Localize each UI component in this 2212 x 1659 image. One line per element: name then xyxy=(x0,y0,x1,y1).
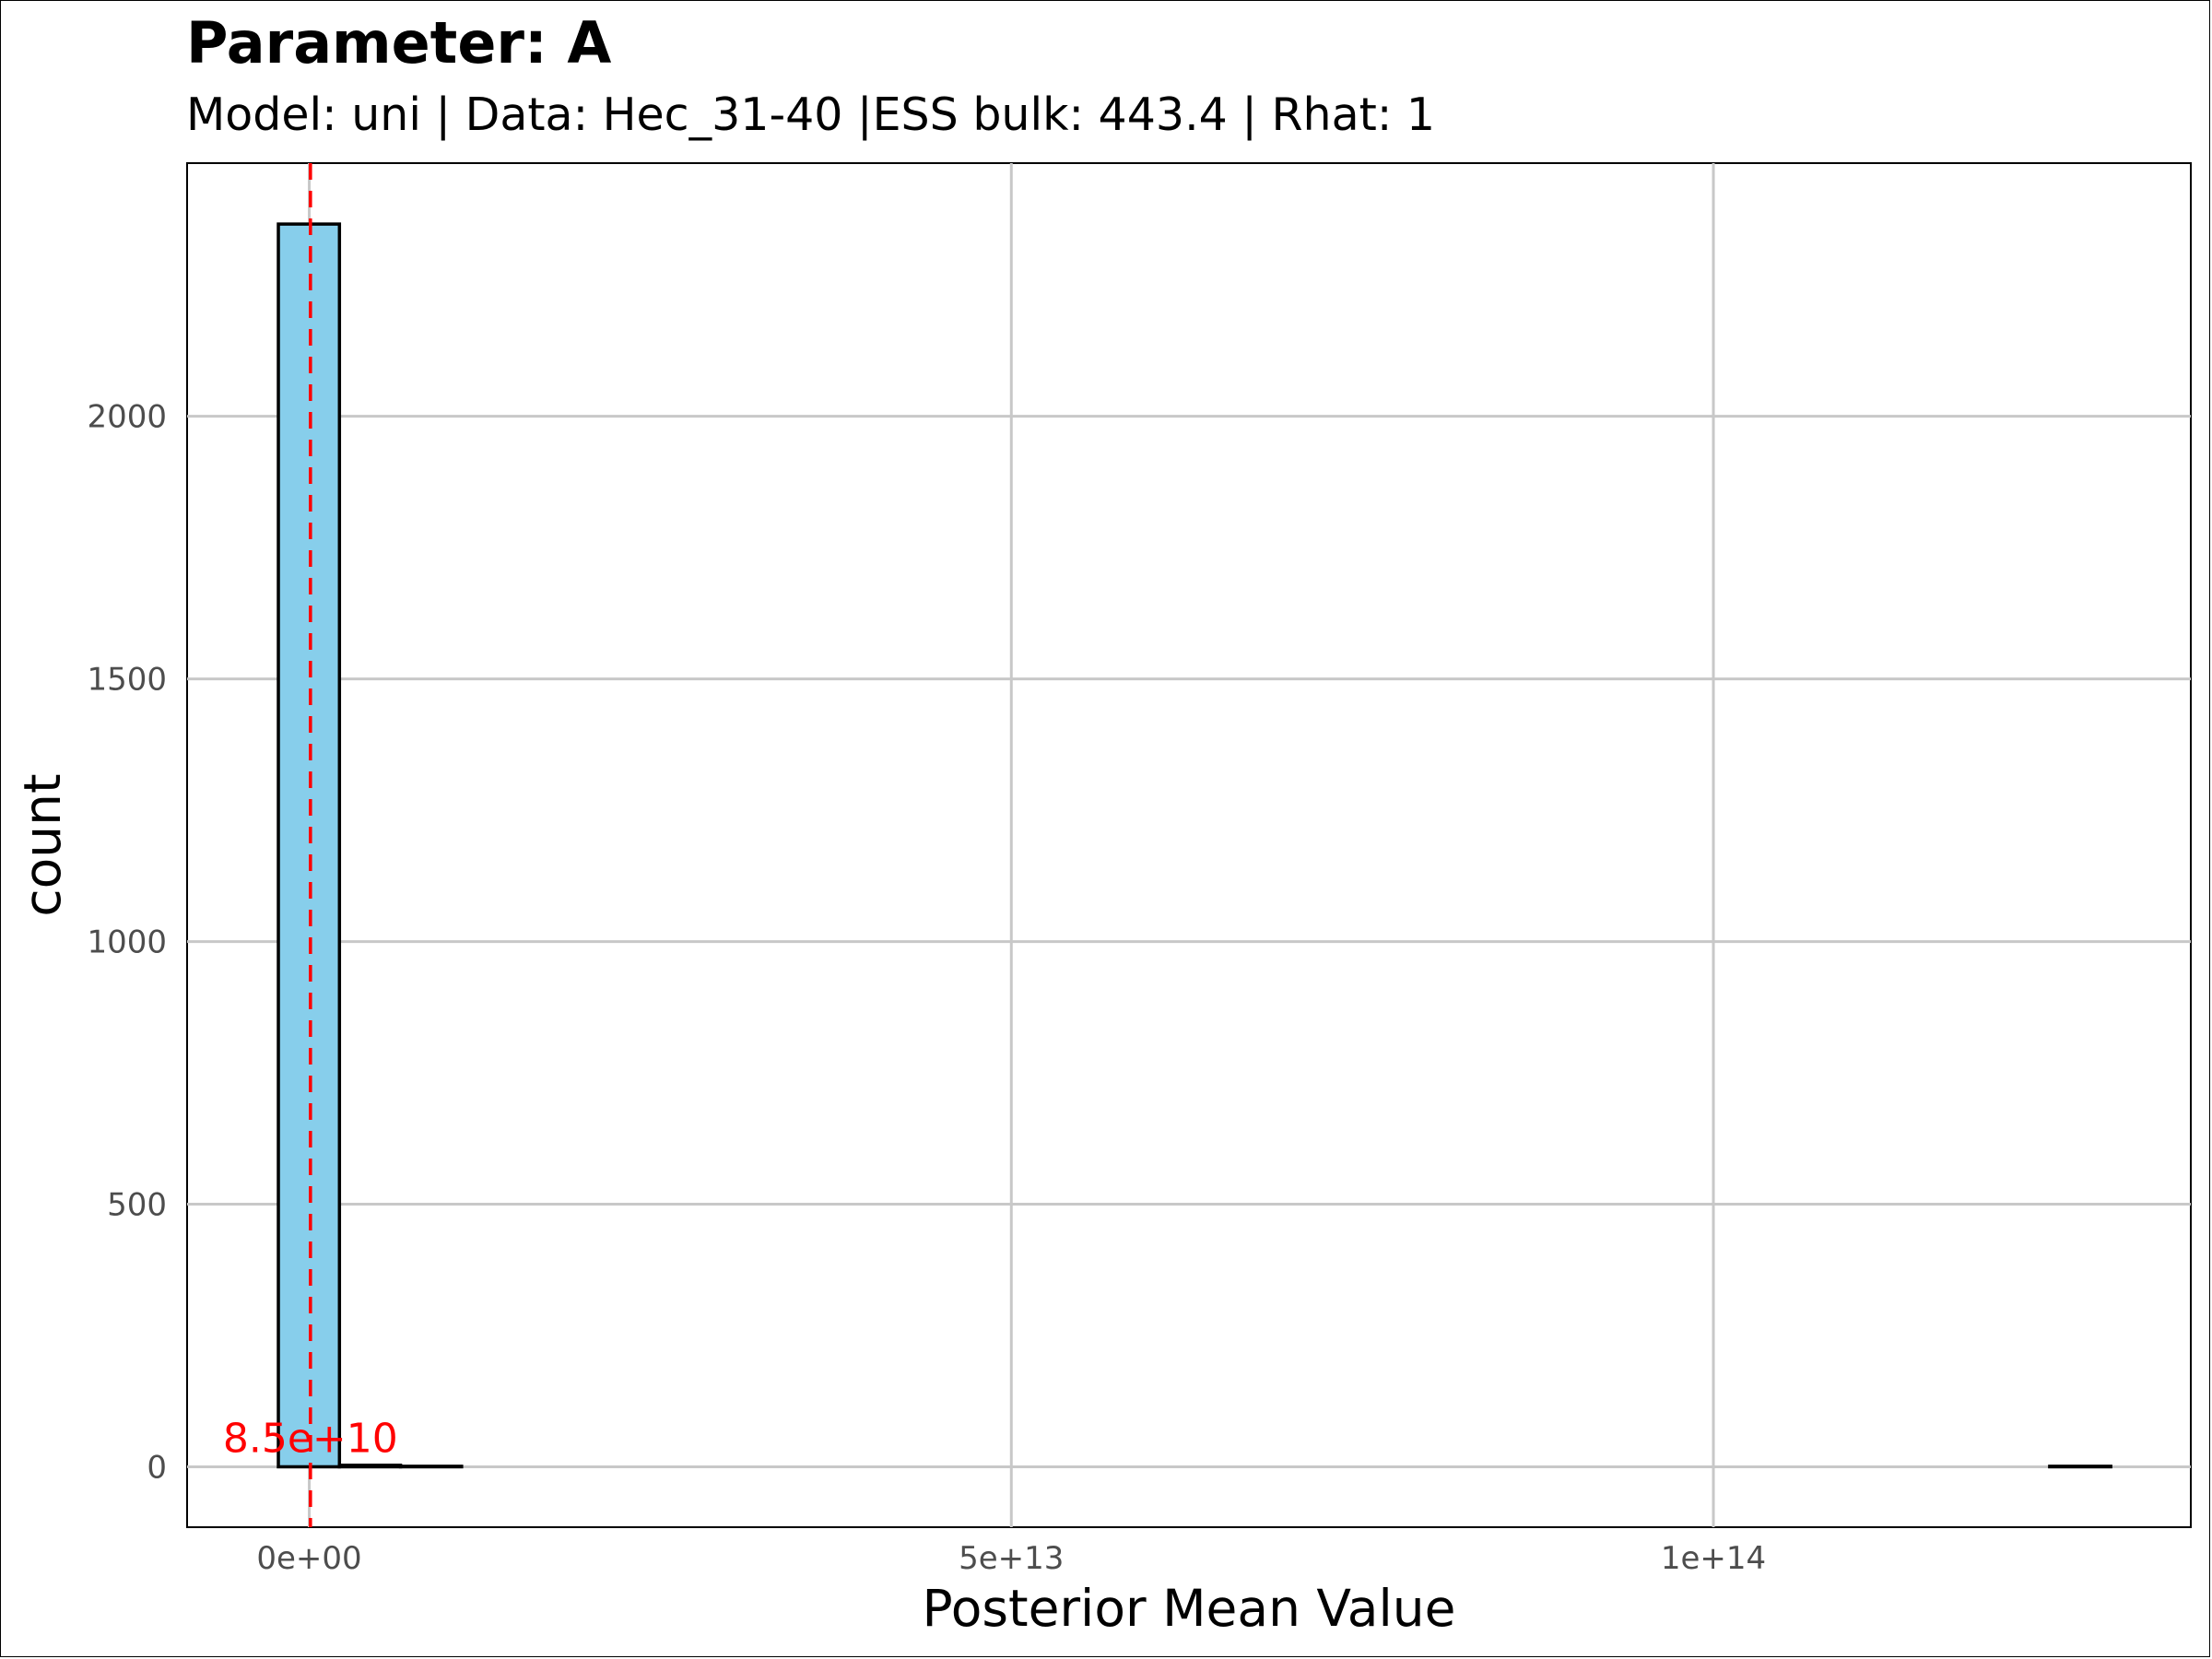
axis-ticks: 0 500 1000 1500 2000 0e+00 5e+13 1e+14 xyxy=(87,399,1766,1577)
y-tick-label: 1500 xyxy=(87,662,167,699)
mean-marker: 8.5e+10 xyxy=(223,163,398,1527)
y-tick-label: 500 xyxy=(107,1187,167,1224)
y-axis-title: count xyxy=(13,773,72,916)
chart-title: Parameter: A xyxy=(186,9,612,76)
x-axis-title: Posterior Mean Value xyxy=(923,1579,1456,1638)
y-tick-label: 1000 xyxy=(87,924,167,961)
histogram-bars xyxy=(276,222,2112,1469)
histogram-bar xyxy=(2048,1465,2112,1469)
plot-panel xyxy=(186,162,2192,1528)
histogram-bar xyxy=(398,1465,464,1469)
histogram-bar xyxy=(276,222,342,1469)
x-tick-label: 5e+13 xyxy=(959,1540,1064,1577)
histogram-bar xyxy=(337,1464,403,1469)
y-tick-label: 2000 xyxy=(87,399,167,436)
chart-subtitle: Model: uni | Data: Hec_31-40 |ESS bulk: … xyxy=(186,88,1436,141)
mean-value-label: 8.5e+10 xyxy=(223,1415,398,1462)
x-tick-label: 0e+00 xyxy=(256,1540,361,1577)
y-tick-label: 0 xyxy=(147,1449,167,1486)
x-tick-label: 1e+14 xyxy=(1661,1540,1766,1577)
